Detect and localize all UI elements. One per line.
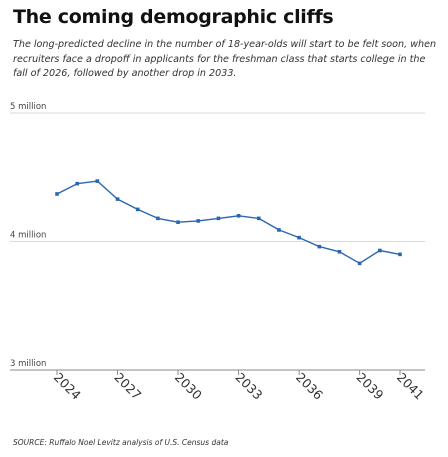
- x-axis: [10, 369, 425, 375]
- gridlines: [10, 112, 425, 242]
- data-point: [196, 219, 201, 223]
- data-point: [337, 249, 342, 254]
- x-tick-label: 2041: [394, 370, 427, 403]
- data-point: [277, 228, 281, 232]
- data-point: [256, 216, 261, 221]
- x-tick-label: 2036: [293, 370, 326, 403]
- chart-title: The coming demographic cliffs: [13, 6, 334, 28]
- data-point: [236, 214, 241, 218]
- series-line: [56, 180, 401, 264]
- x-tick-label: 2033: [232, 370, 265, 403]
- y-tick-label: 4 million: [10, 231, 46, 241]
- x-tick-label: 2024: [51, 370, 84, 403]
- data-point: [297, 235, 301, 240]
- source-note: SOURCE: Ruffalo Noel Levitz analysis of …: [13, 438, 229, 447]
- x-tick-label: 2039: [354, 370, 387, 403]
- x-tick-label: 2030: [172, 370, 205, 403]
- data-point: [75, 181, 79, 186]
- x-tick-label: 2027: [111, 370, 144, 403]
- x-axis-labels: 2024 2027 2030 2033 2036 2039 2041: [51, 370, 427, 403]
- chart-subtitle: The long-predicted decline in the number…: [13, 39, 437, 79]
- data-point: [55, 192, 59, 196]
- series: [55, 179, 402, 266]
- y-tick-label: 3 million: [10, 359, 46, 369]
- y-tick-label: 5 million: [10, 102, 46, 112]
- data-point: [398, 252, 402, 257]
- data-point: [176, 220, 180, 225]
- data-point: [216, 216, 221, 221]
- data-point: [317, 244, 322, 249]
- data-point: [156, 216, 160, 221]
- data-point: [95, 179, 100, 183]
- data-point: [135, 207, 140, 212]
- y-axis-labels: 5 million 4 million 3 million: [10, 102, 46, 369]
- data-point: [378, 248, 382, 253]
- data-point: [115, 197, 120, 201]
- data-point: [357, 261, 362, 266]
